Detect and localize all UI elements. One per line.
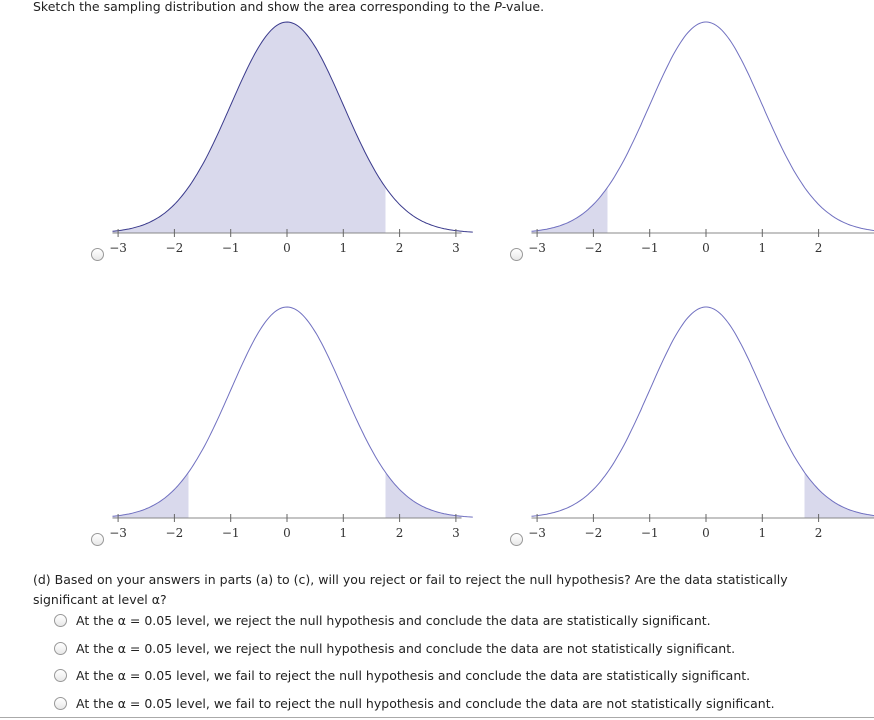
plots: −3 −2 −1 0 1 2 3 −3 −2 −1 0 1 2 −3 −2 −1 0 1 2 3 −3 −2 −1 0 1 2 — [109, 21, 874, 540]
tick-label: −3 — [109, 526, 127, 540]
plot-radio[interactable] — [91, 533, 104, 546]
tick-label: 2 — [815, 241, 823, 255]
tick-label: −2 — [166, 241, 184, 255]
plot-radio[interactable] — [91, 248, 104, 261]
option-text: At the α = 0.05 level, we fail to reject… — [76, 668, 751, 684]
shaded-area — [385, 472, 462, 518]
tick-label: −1 — [641, 241, 659, 255]
prompt-text: Sketch the sampling distribution and sho… — [33, 0, 495, 14]
tick-label: 0 — [702, 526, 710, 540]
shaded-area — [112, 22, 386, 233]
option-radio[interactable] — [54, 614, 67, 627]
tick-label: 0 — [283, 526, 291, 540]
tick-label: 2 — [396, 241, 404, 255]
tick-label: −1 — [222, 241, 240, 255]
tick-label: 3 — [452, 526, 460, 540]
tick-label: 1 — [339, 241, 347, 255]
tick-label: −3 — [528, 241, 546, 255]
tick-label: −2 — [585, 241, 603, 255]
density-curve — [112, 306, 473, 518]
question: (d) Based on your answers in parts (a) t… — [33, 572, 788, 607]
divider — [0, 717, 874, 718]
tick-label: 2 — [396, 526, 404, 540]
shaded-area — [804, 472, 874, 518]
tick-label: −1 — [222, 526, 240, 540]
prompt-text: -value. — [501, 0, 545, 14]
tick-label: 2 — [815, 526, 823, 540]
shaded-area — [531, 187, 608, 233]
option-text: At the α = 0.05 level, we reject the nul… — [76, 640, 736, 656]
tick-label: −3 — [528, 526, 546, 540]
tick-label: 3 — [452, 241, 460, 255]
option-text: At the α = 0.05 level, we reject the nul… — [76, 613, 711, 628]
tick-label: 1 — [339, 526, 347, 540]
tick-label: −3 — [109, 241, 127, 255]
prompt-italic: P — [494, 0, 502, 14]
option-text: At the α = 0.05 level, we fail to reject… — [76, 696, 775, 712]
density-curve — [531, 306, 874, 517]
tick-label: −2 — [585, 526, 603, 540]
plot-radio[interactable] — [510, 248, 523, 261]
tick-label: 0 — [283, 241, 291, 255]
tick-label: 0 — [702, 241, 710, 255]
option-radio[interactable] — [54, 697, 67, 711]
density-curve — [531, 21, 874, 232]
tick-label: 1 — [758, 241, 766, 255]
density-curve — [112, 21, 473, 233]
prompt: Sketch the sampling distribution and sho… — [33, 0, 544, 17]
option-radio[interactable] — [54, 641, 67, 655]
tick-label: −1 — [641, 526, 659, 540]
tick-label: −2 — [166, 526, 184, 540]
option-radio[interactable] — [54, 669, 67, 683]
tick-label: 1 — [758, 526, 766, 540]
plot-radio[interactable] — [510, 533, 523, 546]
shaded-area — [112, 472, 189, 518]
